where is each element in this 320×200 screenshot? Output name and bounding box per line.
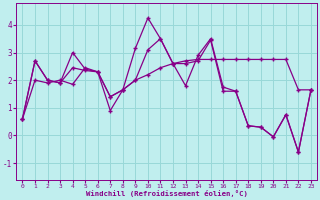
X-axis label: Windchill (Refroidissement éolien,°C): Windchill (Refroidissement éolien,°C): [86, 190, 248, 197]
